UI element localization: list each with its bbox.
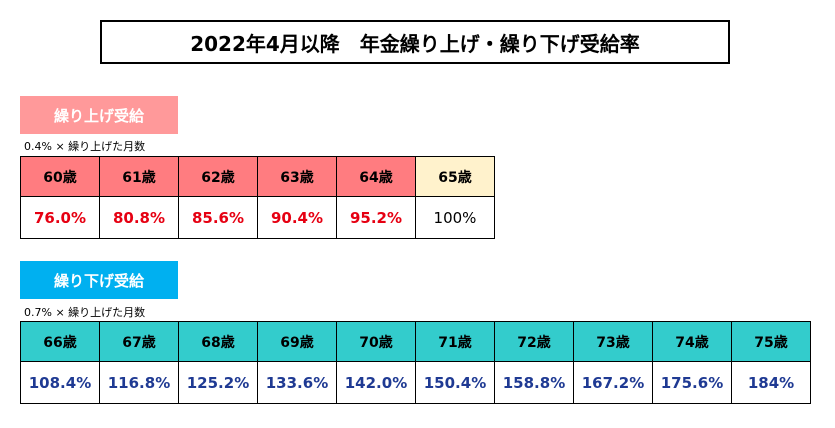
age-cell-base: 65歳 — [415, 156, 495, 197]
late-claim-label: 繰り下げ受給 — [20, 261, 178, 299]
age-cell: 72歳 — [494, 321, 574, 362]
age-cell: 64歳 — [336, 156, 416, 197]
rate-cell: 125.2% — [178, 361, 258, 404]
early-claim-label: 繰り上げ受給 — [20, 96, 178, 134]
early-rate-table: 60歳 61歳 62歳 63歳 64歳 65歳 76.0% 80.8% 85.6… — [20, 156, 495, 239]
rate-cell-base: 100% — [415, 196, 495, 239]
age-cell: 66歳 — [20, 321, 100, 362]
age-cell: 60歳 — [20, 156, 100, 197]
rate-cell: 85.6% — [178, 196, 258, 239]
rate-cell: 175.6% — [652, 361, 732, 404]
age-cell: 73歳 — [573, 321, 653, 362]
age-cell: 67歳 — [99, 321, 179, 362]
rate-cell: 108.4% — [20, 361, 100, 404]
early-age-row: 60歳 61歳 62歳 63歳 64歳 65歳 — [20, 156, 495, 197]
age-cell: 61歳 — [99, 156, 179, 197]
age-cell: 71歳 — [415, 321, 495, 362]
early-rate-row: 76.0% 80.8% 85.6% 90.4% 95.2% 100% — [20, 196, 495, 239]
age-cell: 68歳 — [178, 321, 258, 362]
rate-cell: 95.2% — [336, 196, 416, 239]
late-rate-row: 108.4% 116.8% 125.2% 133.6% 142.0% 150.4… — [20, 361, 811, 404]
age-cell: 75歳 — [731, 321, 811, 362]
rate-cell: 80.8% — [99, 196, 179, 239]
rate-cell: 116.8% — [99, 361, 179, 404]
age-cell: 62歳 — [178, 156, 258, 197]
rate-cell: 184% — [731, 361, 811, 404]
rate-cell: 90.4% — [257, 196, 337, 239]
late-age-row: 66歳 67歳 68歳 69歳 70歳 71歳 72歳 73歳 74歳 75歳 — [20, 321, 811, 362]
late-rate-table: 66歳 67歳 68歳 69歳 70歳 71歳 72歳 73歳 74歳 75歳 … — [20, 321, 811, 404]
age-cell: 63歳 — [257, 156, 337, 197]
rate-cell: 76.0% — [20, 196, 100, 239]
rate-cell: 167.2% — [573, 361, 653, 404]
late-formula: 0.7% × 繰り上げた月数 — [24, 306, 146, 319]
rate-cell: 158.8% — [494, 361, 574, 404]
age-cell: 70歳 — [336, 321, 416, 362]
rate-cell: 150.4% — [415, 361, 495, 404]
age-cell: 69歳 — [257, 321, 337, 362]
rate-cell: 133.6% — [257, 361, 337, 404]
page-title: 2022年4月以降 年金繰り上げ・繰り下げ受給率 — [100, 20, 730, 64]
age-cell: 74歳 — [652, 321, 732, 362]
early-formula: 0.4% × 繰り上げた月数 — [24, 140, 146, 153]
rate-cell: 142.0% — [336, 361, 416, 404]
